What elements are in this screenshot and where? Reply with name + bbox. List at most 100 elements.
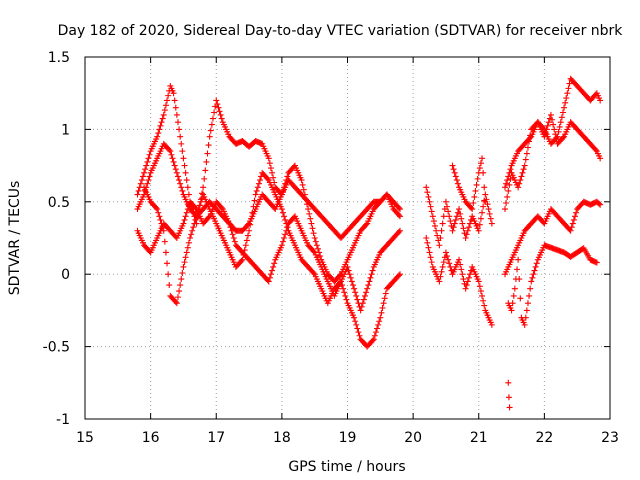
data-point (192, 216, 199, 223)
data-point (502, 184, 508, 191)
data-point (526, 138, 533, 145)
data-point (423, 235, 430, 241)
data-point (559, 134, 566, 141)
data-point (485, 206, 492, 213)
data-point (509, 300, 516, 307)
data-point (145, 155, 152, 162)
data-point (184, 244, 191, 251)
data-point (442, 198, 449, 205)
data-point (488, 220, 495, 227)
data-point (479, 155, 486, 162)
data-point (176, 177, 183, 184)
data-point (532, 263, 539, 270)
data-point (172, 104, 179, 111)
data-point (502, 206, 508, 213)
data-point (432, 222, 438, 229)
x-tick-label: 17 (207, 430, 225, 446)
data-point (278, 242, 285, 249)
data-point (553, 136, 560, 143)
data-point (173, 300, 180, 307)
data-point (459, 271, 466, 278)
data-point (462, 285, 469, 292)
data-point (177, 282, 184, 289)
data-point (179, 269, 186, 276)
data-point (528, 278, 535, 285)
data-point (395, 228, 402, 235)
data-point (527, 285, 534, 292)
data-point (456, 206, 463, 213)
data-point (282, 231, 289, 238)
data-point (344, 263, 351, 270)
data-point (173, 169, 180, 176)
data-point (445, 256, 452, 263)
data-point (203, 158, 210, 165)
data-point (453, 177, 460, 184)
data-point (240, 251, 247, 258)
series-track-j (502, 198, 604, 278)
data-point (570, 216, 577, 223)
data-point (284, 173, 291, 180)
data-point (444, 253, 451, 260)
data-point (433, 227, 440, 234)
data-point (313, 242, 320, 249)
data-point (231, 238, 238, 245)
data-point (476, 283, 483, 290)
data-point (267, 271, 274, 278)
data-point (183, 209, 190, 216)
data-point (452, 173, 459, 180)
data-point (429, 213, 436, 220)
data-point (197, 198, 204, 205)
data-point (257, 177, 263, 184)
data-point (467, 271, 473, 278)
data-point (164, 260, 171, 267)
data-point (522, 156, 529, 163)
data-point (341, 289, 348, 296)
data-point (395, 212, 402, 219)
data-point (359, 300, 366, 307)
data-point (397, 227, 403, 234)
data-point (200, 184, 207, 191)
data-point (542, 130, 549, 137)
data-point (180, 263, 187, 270)
x-tick-label: 15 (76, 430, 94, 446)
axis-ticks: 15 16 17 18 19 20 21 22 23 -1 -0.5 0 0.5 1 1.5 (43, 50, 619, 446)
data-point (196, 202, 203, 209)
data-point (569, 220, 576, 227)
data-point (541, 133, 548, 140)
data-point (363, 289, 370, 296)
data-point (596, 200, 603, 207)
data-point (142, 166, 149, 173)
data-point (144, 180, 151, 187)
data-point (592, 146, 599, 153)
data-point (445, 208, 452, 215)
data-point (141, 169, 148, 176)
data-point (174, 173, 181, 180)
data-point (430, 218, 437, 225)
data-point (176, 126, 183, 133)
data-point (269, 267, 276, 274)
x-axis-label: GPS time / hours (288, 459, 405, 475)
data-point (162, 249, 169, 256)
data-point (593, 259, 600, 266)
data-point (155, 209, 162, 216)
data-point (354, 325, 361, 332)
data-point (159, 224, 166, 231)
data-point (449, 227, 456, 234)
data-point (243, 237, 250, 244)
data-point (480, 169, 487, 176)
data-point (279, 238, 286, 245)
data-point (424, 239, 431, 246)
data-point (192, 204, 199, 211)
data-point (179, 148, 186, 155)
data-point (162, 102, 169, 109)
data-point (172, 166, 179, 173)
data-point (336, 272, 343, 279)
data-point (547, 111, 554, 118)
data-point (530, 271, 537, 278)
data-point (154, 133, 161, 140)
data-point (182, 254, 189, 261)
data-point (190, 224, 197, 231)
data-point (284, 224, 291, 231)
data-point (158, 119, 165, 126)
data-point (427, 203, 434, 210)
